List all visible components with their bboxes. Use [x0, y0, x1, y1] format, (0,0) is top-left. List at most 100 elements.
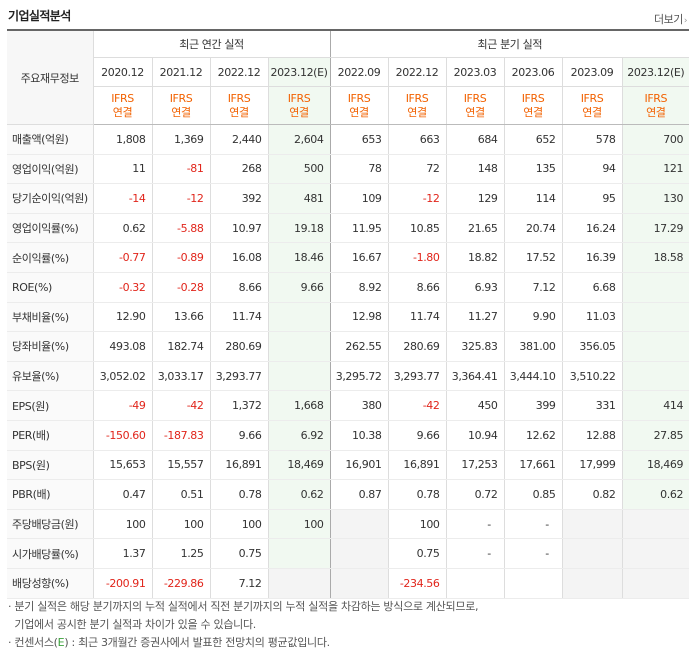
table-cell: -1.80: [387, 242, 447, 273]
table-cell: 130: [621, 183, 690, 214]
table-cell: [267, 538, 331, 569]
table-cell: 100: [92, 508, 152, 540]
period-header: 2021.12: [151, 57, 210, 87]
table-cell: 100: [267, 508, 331, 540]
table-cell: [329, 538, 389, 569]
table-cell: 17.29: [621, 212, 690, 244]
table-cell: 11.74: [209, 301, 268, 333]
table-cell: 18.58: [621, 242, 690, 273]
basis-header: IFRS 연결: [267, 86, 331, 125]
table-cell: 135: [503, 154, 563, 185]
row-label: 부채비율(%): [7, 301, 93, 333]
table-cell: 7.12: [209, 568, 268, 599]
table-cell: -: [445, 538, 505, 569]
table-cell: 21.65: [445, 212, 505, 244]
table-cell: 6.93: [445, 272, 505, 303]
table-cell: [329, 568, 389, 599]
basis-top: IFRS: [227, 91, 251, 105]
table-cell: 0.87: [329, 479, 389, 510]
basis-bottom: 연결: [171, 105, 191, 119]
table-cell: 17,999: [561, 450, 623, 481]
table-cell: 19.18: [267, 212, 331, 244]
table-cell: -234.56: [387, 568, 447, 599]
basis-bottom: 연결: [465, 105, 485, 119]
table-cell: 1,668: [267, 390, 331, 421]
table-cell: [621, 508, 690, 540]
table-cell: -5.88: [151, 212, 210, 244]
table-cell: 129: [445, 183, 505, 214]
table-cell: 392: [209, 183, 268, 214]
table-row: 매출액(억원) 1,808 1,369 2,440 2,604 653 663 684 652 5…: [7, 124, 690, 155]
table-cell: [621, 301, 690, 333]
row-label: 당기순이익(억원): [7, 183, 93, 214]
table-cell: 268: [209, 154, 268, 185]
table-row: 영업이익(억원) 11 -81 268 500 78 72 148 135 94 121: [7, 154, 690, 185]
table-cell: 262.55: [329, 331, 389, 362]
period-header: 2020.12: [92, 57, 152, 87]
table-cell: -49: [92, 390, 152, 421]
table-cell: 8.66: [209, 272, 268, 303]
table-cell: 3,293.77: [209, 361, 268, 392]
table-cell: -14: [92, 183, 152, 214]
table-cell: [503, 568, 563, 599]
table-cell: 0.62: [621, 479, 690, 510]
table-row: 유보율(%) 3,052.02 3,033.17 3,293.77 3,295.72 3,…: [7, 361, 690, 392]
table-cell: 109: [329, 183, 389, 214]
table-cell: 500: [267, 154, 331, 185]
table-row: 부채비율(%) 12.90 13.66 11.74 12.98 11.74 11.27 9.9…: [7, 301, 690, 333]
table-cell: 12.90: [92, 301, 152, 333]
table-cell: -0.28: [151, 272, 210, 303]
table-cell: 3,052.02: [92, 361, 152, 392]
basis-top: IFRS: [405, 91, 429, 105]
basis-header: IFRS 연결: [621, 86, 690, 125]
footnote-3-prefix: · 컨센서스(: [8, 636, 58, 649]
basis-header: IFRS 연결: [561, 86, 623, 125]
table-cell: 121: [621, 154, 690, 185]
table-cell: 2,604: [267, 124, 331, 155]
basis-bottom: 연결: [646, 105, 666, 119]
table-cell: 3,295.72: [329, 361, 389, 392]
row-label: 주당배당금(원): [7, 508, 93, 540]
table-cell: 16,891: [387, 450, 447, 481]
period-header: 2023.09: [561, 57, 623, 87]
table-cell: 11.27: [445, 301, 505, 333]
table-cell: [267, 331, 331, 362]
table-cell: -0.89: [151, 242, 210, 273]
basis-bottom: 연결: [229, 105, 249, 119]
row-label: PBR(배): [7, 479, 93, 510]
basis-header: IFRS 연결: [329, 86, 389, 125]
table-cell: 10.38: [329, 420, 389, 451]
basis-bottom: 연결: [407, 105, 427, 119]
table-cell: 0.51: [151, 479, 210, 510]
table-cell: [445, 568, 505, 599]
estimate-mark: E: [57, 636, 65, 649]
table-cell: 0.78: [209, 479, 268, 510]
table-cell: -0.32: [92, 272, 152, 303]
table-cell: 0.82: [561, 479, 623, 510]
table-cell: 3,364.41: [445, 361, 505, 392]
basis-bottom: 연결: [523, 105, 543, 119]
table-cell: 700: [621, 124, 690, 155]
more-link[interactable]: 더보기›: [654, 11, 688, 27]
table-cell: 3,033.17: [151, 361, 210, 392]
table-cell: [621, 568, 690, 599]
basis-header: IFRS 연결: [387, 86, 447, 125]
table-cell: 7.12: [503, 272, 563, 303]
table-cell: -187.83: [151, 420, 210, 451]
row-label: PER(배): [7, 420, 93, 451]
table-cell: -229.86: [151, 568, 210, 599]
table-row: 주당배당금(원) 100 100 100 100 100- -: [7, 508, 690, 540]
table-row: 당좌비율(%) 493.08 182.74 280.69 262.55 280.69 325…: [7, 331, 690, 362]
basis-header: IFRS 연결: [503, 86, 563, 125]
period-header: 2022.09: [329, 57, 389, 87]
table-cell: 356.05: [561, 331, 623, 362]
table-cell: 12.98: [329, 301, 389, 333]
quarter-group-header: 최근 분기 실적: [329, 29, 690, 58]
basis-bottom: 연결: [349, 105, 369, 119]
table-cell: [621, 272, 690, 303]
footnote-1: · 분기 실적은 해당 분기까지의 누적 실적에서 직전 분기까지의 누적 실적…: [8, 600, 479, 613]
table-cell: 16,891: [209, 450, 268, 481]
row-label: 유보율(%): [7, 361, 93, 392]
row-label: ROE(%): [7, 272, 93, 303]
table-cell: 414: [621, 390, 690, 421]
